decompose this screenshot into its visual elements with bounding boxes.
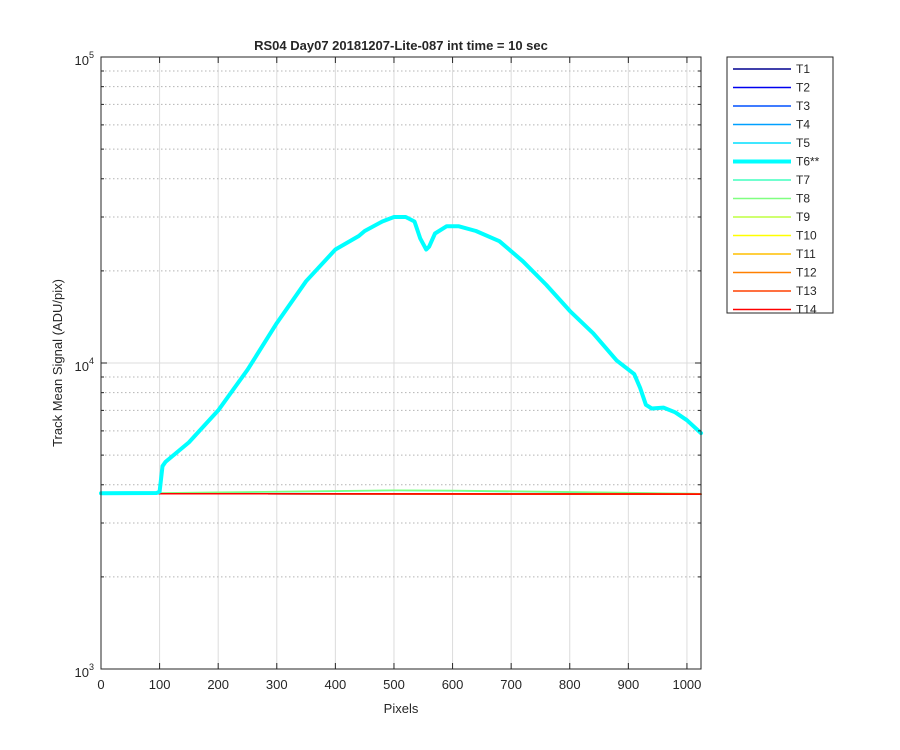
legend-label: T8: [796, 192, 810, 206]
axis-ticks: 0 100 200 300 400 500 600 700 800 900 1000 103 104 10…: [75, 50, 702, 692]
legend-label: T3: [796, 99, 810, 113]
legend-label: T5: [796, 136, 810, 150]
x-tick-label: 300: [266, 677, 288, 692]
y-tick-label: 103: [75, 662, 94, 680]
y-tick-label: 104: [75, 356, 94, 374]
x-tick-label: 900: [617, 677, 639, 692]
legend: T1 T2 T3 T4 T5 T6** T7 T8 T9 T10 T11 T12 T13 T14: [726, 56, 834, 317]
legend-label: T10: [796, 229, 817, 243]
x-axis-label: Pixels: [384, 701, 419, 716]
legend-label: T6**: [796, 155, 820, 169]
legend-label: T12: [796, 266, 817, 280]
legend-label: T7: [796, 173, 810, 187]
grid-lines: [100, 56, 701, 670]
chart-title: RS04 Day07 20181207-Lite-087 int time = …: [254, 38, 548, 53]
legend-label: T11: [796, 247, 816, 261]
x-tick-label: 600: [442, 677, 464, 692]
legend-box: [726, 56, 834, 314]
legend-label: T2: [796, 81, 810, 95]
legend-label: T9: [796, 210, 810, 224]
legend-label: T13: [796, 284, 817, 298]
y-tick-label: 105: [75, 50, 94, 68]
y-axis-label: Track Mean Signal (ADU/pix): [50, 279, 65, 447]
legend-label: T14: [796, 303, 817, 317]
legend-label: T1: [796, 62, 810, 76]
x-tick-label: 0: [97, 677, 104, 692]
x-tick-label: 800: [559, 677, 581, 692]
x-tick-label: 700: [500, 677, 522, 692]
series-lines: [99, 215, 703, 496]
x-tick-label: 100: [149, 677, 171, 692]
x-tick-label: 200: [207, 677, 229, 692]
series-line-t8: [100, 489, 702, 495]
legend-label: T4: [796, 118, 810, 132]
x-tick-label: 1000: [672, 677, 701, 692]
x-tick-label: 400: [325, 677, 347, 692]
x-tick-label: 500: [383, 677, 405, 692]
series-line-t6: [99, 215, 703, 496]
